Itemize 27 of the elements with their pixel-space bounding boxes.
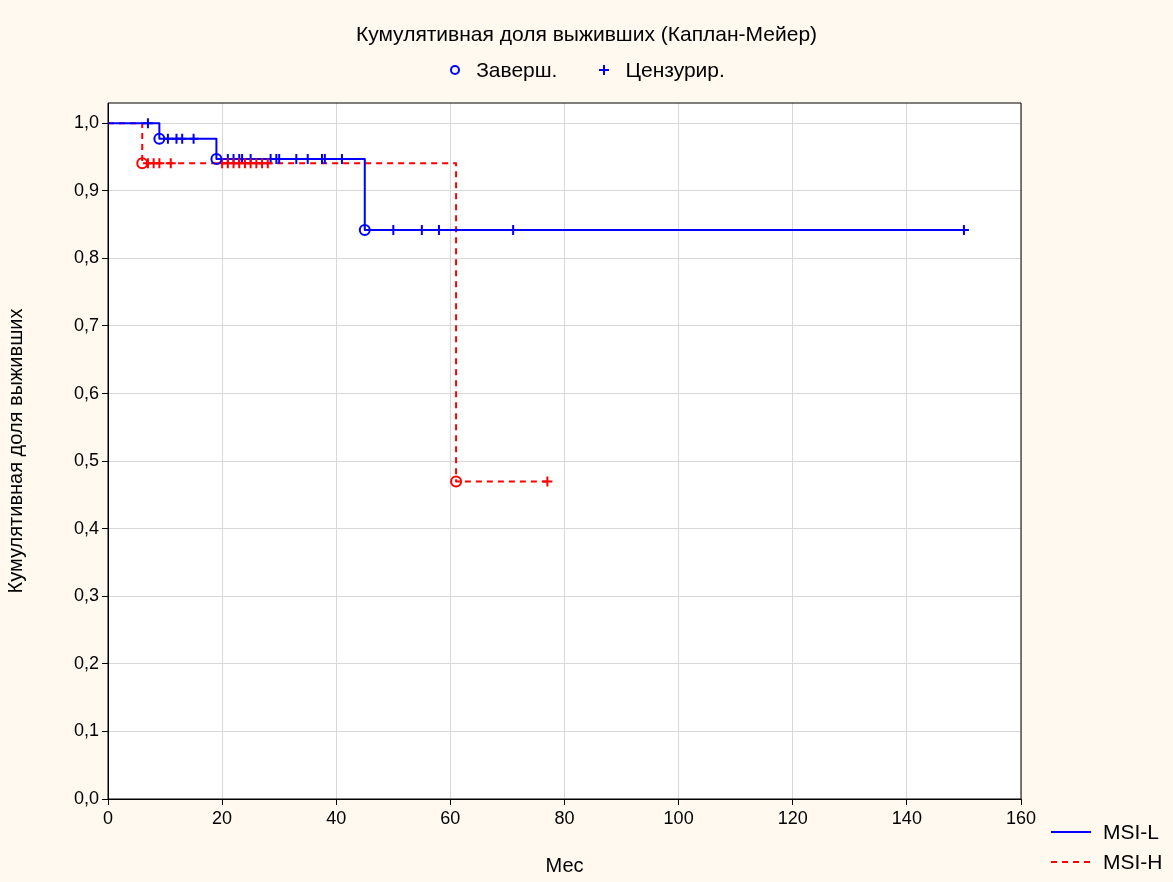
x-tick-label: 120 (777, 807, 808, 828)
y-tick-label: 1,0 (73, 112, 99, 133)
y-tick-label: 0,8 (73, 247, 99, 268)
x-tick-label: 40 (326, 807, 347, 828)
legend-label: MSI-L (1103, 820, 1160, 844)
chart-title: Кумулятивная доля выживших (Каплан-Мейер) (354, 22, 819, 46)
y-tick-label: 0,1 (73, 720, 99, 741)
x-tick-label: 80 (554, 807, 575, 828)
x-tick-label: 140 (891, 807, 922, 828)
legend-label: MSI-H (1103, 850, 1163, 874)
y-tick-label: 0,5 (73, 450, 99, 471)
y-tick-label: 0,3 (73, 585, 99, 606)
y-tick-label: 0,4 (73, 517, 99, 538)
y-axis-title: Кумулятивная доля выживших (3, 308, 26, 594)
x-axis-title: Мес (545, 853, 584, 876)
x-tick-label: 100 (663, 807, 694, 828)
x-tick-label: 20 (212, 807, 233, 828)
y-tick-label: 0,6 (73, 382, 99, 403)
x-tick-label: 160 (1005, 807, 1037, 828)
y-tick-label: 0,2 (73, 652, 99, 673)
legend-label: Заверш. (476, 58, 558, 82)
y-tick-label: 0,0 (73, 787, 99, 808)
x-tick-label: 0 (102, 807, 114, 828)
x-tick-label: 60 (440, 807, 461, 828)
y-tick-label: 0,9 (73, 179, 99, 200)
y-tick-label: 0,7 (73, 314, 99, 335)
legend-label: Цензурир. (625, 58, 725, 82)
